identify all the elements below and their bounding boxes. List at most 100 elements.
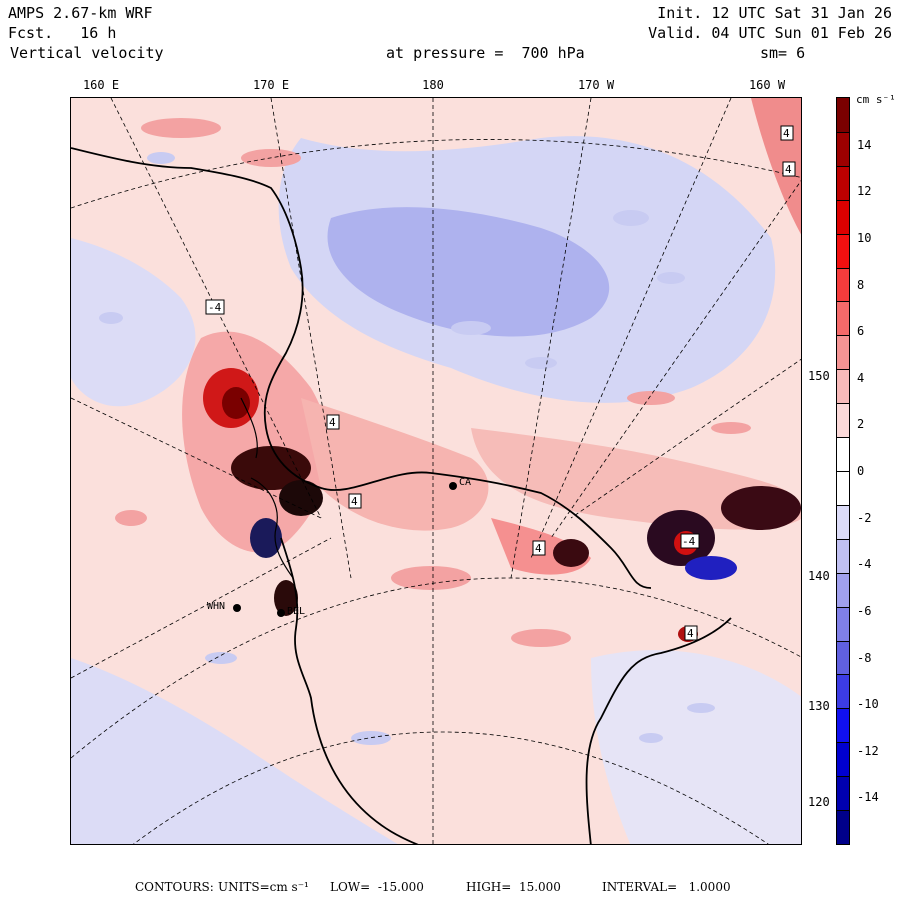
station-ca-dot — [449, 482, 457, 490]
colorbar-label: 4 — [857, 370, 865, 385]
colorbar-segment — [837, 403, 849, 438]
descent-region-southeast — [591, 650, 801, 844]
level-label: at pressure = — [386, 44, 504, 62]
contour-label-4: 4 — [326, 414, 340, 430]
contour-label-1: -4 — [205, 299, 225, 315]
pressure-level: at pressure = 700 hPa — [386, 43, 585, 63]
colorbar-separator — [837, 131, 849, 133]
colorbar-separator — [837, 471, 849, 472]
lon-tick-180: 180 — [422, 78, 444, 92]
svg-text:4: 4 — [351, 495, 358, 508]
colorbar-label: 14 — [857, 137, 872, 152]
forecast-hour: Fcst. 16 h — [8, 23, 116, 43]
svg-text:4: 4 — [785, 163, 792, 176]
svg-text:4: 4 — [687, 627, 694, 640]
colorbar-segment — [837, 640, 849, 675]
descent-core-north — [327, 207, 610, 337]
valid-time: Valid. 04 UTC Sun 01 Feb 26 — [648, 24, 892, 42]
colorbar-separator — [837, 810, 849, 812]
colorbar-label: -8 — [857, 650, 872, 665]
colorbar-segment — [837, 233, 849, 269]
cell-east-1 — [553, 539, 589, 567]
lon-tick-160e: 160 E — [82, 78, 120, 92]
descent-region-south — [71, 658, 398, 844]
forecast-value: 16 h — [80, 24, 117, 42]
cell-west-1-core — [222, 387, 250, 419]
colorbar-segment — [837, 98, 849, 133]
colorbar-label: 6 — [857, 324, 865, 339]
colorbar-separator — [837, 233, 849, 235]
contour-label-7: 4 — [684, 625, 698, 641]
colorbar-segment — [837, 131, 849, 167]
colorbar-segment — [837, 199, 849, 235]
colorbar-segment — [837, 369, 849, 404]
colorbar-unit: cm s⁻¹ — [856, 93, 896, 106]
colorbar-separator — [837, 199, 849, 201]
forecast-label: Fcst. — [8, 24, 54, 42]
coastline — [71, 147, 732, 844]
cell-coast-4 — [274, 580, 298, 616]
colorbar-separator — [837, 301, 849, 303]
colorbar-separator — [837, 538, 849, 540]
footer-low: LOW= -15.000 — [330, 880, 424, 894]
colorbar-segment — [837, 606, 849, 642]
colorbar-segment — [837, 165, 849, 201]
colorbar — [836, 97, 850, 845]
footer-units: UNITS=cm s⁻¹ — [218, 880, 309, 894]
descent-region-west — [71, 238, 196, 407]
smoothing-value: sm= 6 — [760, 44, 806, 62]
colorbar-segment — [837, 572, 849, 608]
colorbar-segment — [837, 437, 849, 472]
cell-coast-1 — [231, 446, 311, 490]
station-whn-label: WHN — [207, 601, 226, 612]
station-whn-dot — [233, 604, 241, 612]
colorbar-segment — [837, 776, 849, 811]
colorbar-segment — [837, 810, 849, 845]
footer-high: HIGH= 15.000 — [466, 880, 561, 894]
colorbar-label: 12 — [857, 184, 872, 199]
colorbar-separator — [837, 504, 849, 506]
colorbar-label: -2 — [857, 510, 872, 525]
svg-text:4: 4 — [329, 416, 336, 429]
footer-contours: CONTOURS: — [135, 880, 214, 894]
contour-label-8: -4 — [680, 533, 700, 549]
colorbar-label: -10 — [857, 697, 879, 712]
contour-label-boxes: -4 4 4 4 4 4 4 -4 — [205, 125, 796, 641]
colorbar-separator — [837, 165, 849, 167]
svg-text:4: 4 — [535, 542, 542, 555]
ascent-band-east — [471, 428, 801, 530]
colorbar-separator — [837, 572, 849, 574]
colorbar-separator — [837, 335, 849, 337]
cell-east-4 — [685, 556, 737, 580]
colorbar-segment — [837, 674, 849, 709]
cell-east-3 — [721, 486, 801, 530]
colorbar-separator — [837, 606, 849, 608]
strong-cells — [203, 368, 801, 642]
station-markers — [233, 482, 457, 617]
svg-text:4: 4 — [783, 127, 790, 140]
parallels — [71, 139, 801, 844]
colorbar-segment — [837, 504, 849, 540]
cell-coast-3 — [250, 518, 282, 558]
contour-label-5: 4 — [348, 493, 362, 509]
init-time: Init. 12 UTC Sat 31 Jan 26 — [657, 4, 892, 22]
contour-label-2: 4 — [780, 125, 794, 141]
colorbar-separator — [837, 369, 849, 371]
vertical-velocity-map: -4 4 4 4 4 4 4 -4 WHN BEL CA — [70, 97, 802, 845]
field-name: Vertical velocity — [10, 44, 164, 62]
colorbar-segment — [837, 471, 849, 506]
colorbar-label: 8 — [857, 277, 865, 292]
cell-coast-2 — [279, 480, 323, 516]
map-svg: -4 4 4 4 4 4 4 -4 — [71, 98, 801, 844]
blue-speckles — [99, 152, 715, 745]
colorbar-segment — [837, 267, 849, 302]
colorbar-separator — [837, 437, 849, 439]
colorbar-separator — [837, 742, 849, 744]
station-bel-dot — [277, 609, 285, 617]
colorbar-label: -4 — [857, 557, 872, 572]
station-bel-label: BEL — [287, 606, 306, 617]
colorbar-separator — [837, 640, 849, 642]
station-ca-label: CA — [459, 477, 472, 488]
svg-text:-4: -4 — [682, 535, 696, 548]
colorbar-label: 0 — [857, 464, 865, 478]
